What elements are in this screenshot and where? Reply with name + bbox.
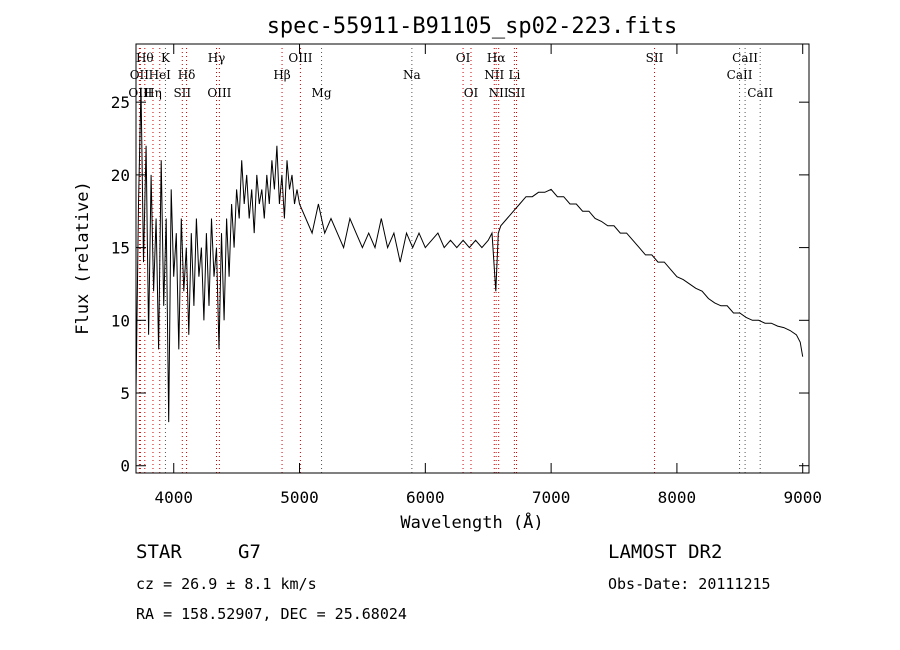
x-tick-label: 5000 — [280, 488, 319, 507]
spectral-line-label: Hη — [144, 86, 162, 100]
spectral-line-label: HeI — [149, 68, 172, 82]
spectral-line-label: SII — [508, 86, 526, 100]
spectral-line-label: Mg — [312, 86, 332, 100]
spectral-line-markers — [138, 48, 761, 473]
spectral-line-label: CaII — [727, 68, 753, 82]
chart-title: spec-55911-B91105_sp02-223.fits — [267, 14, 678, 39]
x-tick-label: 7000 — [532, 488, 571, 507]
spectral-line-label: Hγ — [208, 51, 226, 65]
spectral-line-label: SII — [173, 86, 191, 100]
spectral-line-label: SII — [646, 51, 664, 65]
x-tick-label: 6000 — [406, 488, 445, 507]
coordinates: RA = 158.52907, DEC = 25.68024 — [136, 605, 407, 623]
spectral-line-label: Li — [508, 68, 520, 82]
spectral-line-label: OIII — [288, 51, 312, 65]
spectral-line-label: Hβ — [273, 68, 290, 82]
y-tick-label: 15 — [111, 239, 130, 258]
spectral-line-label: Hα — [487, 51, 506, 65]
spectral-line-label: OI — [464, 86, 479, 100]
y-axis-label: Flux (relative) — [73, 181, 93, 335]
y-axis-ticks: 0 5 10 15 20 25 — [111, 93, 809, 476]
spectral-line-label: NII — [489, 86, 509, 100]
spectral-line-label: CaII — [747, 86, 773, 100]
spectrum-series-line — [135, 87, 804, 423]
y-tick-label: 5 — [120, 384, 130, 403]
spectral-line-label: OIII — [207, 86, 231, 100]
spectral-line-label: OII — [130, 68, 150, 82]
x-tick-label: 9000 — [783, 488, 822, 507]
x-tick-label: 4000 — [154, 488, 193, 507]
spectral-line-label: K — [161, 51, 171, 65]
spectral-line-label: Hδ — [178, 68, 196, 82]
x-axis-ticks: 4000 5000 6000 7000 8000 9000 — [154, 44, 822, 507]
observation-date: Obs-Date: 20111215 — [608, 575, 771, 593]
x-tick-label: 8000 — [658, 488, 697, 507]
redshift-value: cz = 26.9 ± 8.1 km/s — [136, 575, 317, 593]
spectral-line-label: NII — [484, 68, 504, 82]
object-subclass: G7 — [238, 541, 261, 563]
x-axis-label: Wavelength (Å) — [400, 511, 543, 533]
spectral-line-label: Na — [403, 68, 421, 82]
spectral-line-label: OI — [456, 51, 471, 65]
y-tick-label: 0 — [120, 457, 130, 476]
spectral-line-label: CaII — [732, 51, 758, 65]
y-tick-label: 10 — [111, 311, 130, 330]
survey-name: LAMOST DR2 — [608, 541, 722, 563]
object-type: STAR — [136, 541, 182, 563]
y-tick-label: 20 — [111, 166, 130, 185]
spectral-line-labels: OIIOIIIHθHηHeIKSIIHδHγOIIIHβOIIIMgNaOIOI… — [128, 51, 773, 100]
y-tick-label: 25 — [111, 93, 130, 112]
plot-frame — [135, 43, 810, 474]
spectral-line-label: Hθ — [136, 51, 154, 65]
